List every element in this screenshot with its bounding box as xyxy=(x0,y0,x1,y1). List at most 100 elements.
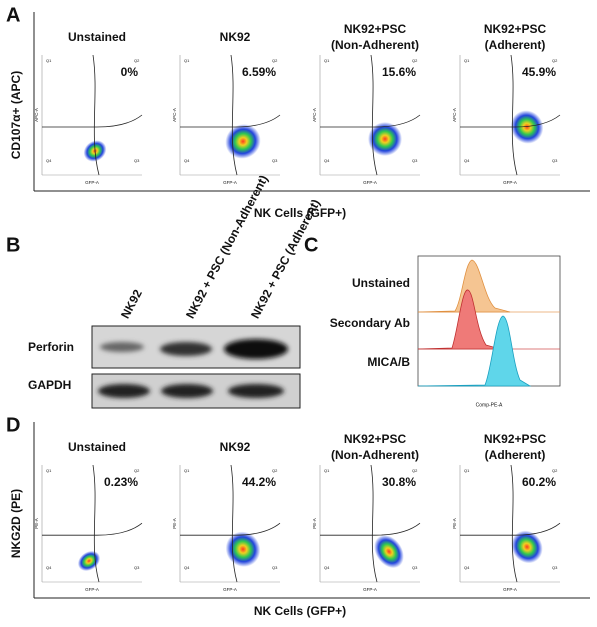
quadrant-label: Q1 xyxy=(464,58,470,63)
quadrant-label: Q4 xyxy=(184,158,190,163)
cell-density xyxy=(225,124,261,159)
gate xyxy=(230,464,238,583)
quadrant-label: Q2 xyxy=(272,468,278,473)
percent: 0% xyxy=(121,65,139,79)
histogram-label: Secondary Ab xyxy=(330,316,410,330)
plot-title: NK92+PSC xyxy=(344,432,407,446)
gate xyxy=(180,114,281,128)
lane-label: NK92 xyxy=(118,287,145,321)
cell-density xyxy=(511,530,543,564)
quadrant-label: Q4 xyxy=(464,565,470,570)
plot-x-axis: GFP-A xyxy=(503,180,517,185)
plot-y-axis: PE-A xyxy=(312,518,317,529)
percent: 30.8% xyxy=(382,475,416,489)
quadrant-label: Q3 xyxy=(272,158,278,163)
quadrant-label: Q1 xyxy=(46,58,52,63)
quadrant-label: Q2 xyxy=(134,58,140,63)
quadrant-label: Q4 xyxy=(324,158,330,163)
x-axis-label: NK Cells (GFP+) xyxy=(254,206,346,220)
histogram-box xyxy=(417,255,561,387)
gate xyxy=(510,54,518,176)
quadrant-label: Q2 xyxy=(552,468,558,473)
quadrant-label: Q3 xyxy=(134,158,140,163)
histogram xyxy=(417,259,511,313)
quadrant-label: Q2 xyxy=(134,468,140,473)
y-axis-label: CD107α+ (APC) xyxy=(9,71,23,159)
quadrant-label: Q4 xyxy=(184,565,190,570)
gate xyxy=(320,114,421,128)
plot-y-axis: PE-A xyxy=(34,518,39,529)
gate xyxy=(42,114,143,128)
y-axis-label: NKG2D (PE) xyxy=(9,489,23,558)
percent: 0.23% xyxy=(104,475,138,489)
gate xyxy=(510,464,518,583)
gate xyxy=(320,522,421,536)
histogram-label: Unstained xyxy=(352,276,410,290)
plot-y-axis: PE-A xyxy=(452,518,457,529)
gate xyxy=(460,114,561,128)
plot-title: Unstained xyxy=(68,30,126,44)
gate xyxy=(42,522,143,536)
panel-letter: A xyxy=(6,4,20,26)
percent: 6.59% xyxy=(242,65,276,79)
percent: 45.9% xyxy=(522,65,556,79)
plot-title: NK92+PSC xyxy=(484,22,547,36)
cell-density xyxy=(225,531,261,567)
histogram xyxy=(417,289,501,350)
cell-density xyxy=(374,535,404,569)
gate xyxy=(230,54,238,176)
quadrant-label: Q1 xyxy=(46,468,52,473)
quadrant-label: Q1 xyxy=(324,58,330,63)
plot-title: (Non-Adherent) xyxy=(331,38,419,52)
plot-y-axis: APC-A xyxy=(312,108,317,122)
plot-y-axis: APC-A xyxy=(172,108,177,122)
cell-density xyxy=(368,122,402,156)
quadrant-label: Q3 xyxy=(412,158,418,163)
quadrant-label: Q3 xyxy=(272,565,278,570)
cell-density xyxy=(77,550,101,572)
quadrant-label: Q2 xyxy=(272,58,278,63)
bands xyxy=(98,339,288,398)
quadrant-label: Q3 xyxy=(552,158,558,163)
percent: 60.2% xyxy=(522,475,556,489)
plot-x-axis: GFP-A xyxy=(223,587,237,592)
quadrant-label: Q1 xyxy=(324,468,330,473)
quadrant-label: Q4 xyxy=(46,158,52,163)
percent: 44.2% xyxy=(242,475,276,489)
gate xyxy=(92,54,100,176)
plot-title: (Adherent) xyxy=(485,38,546,52)
quadrant-label: Q1 xyxy=(184,468,190,473)
gate xyxy=(370,464,378,583)
panel-letter: C xyxy=(304,234,318,256)
quadrant-label: Q4 xyxy=(324,565,330,570)
histogram xyxy=(417,315,532,387)
plot-title: NK92+PSC xyxy=(484,432,547,446)
plot-x-axis: GFP-A xyxy=(223,180,237,185)
gate xyxy=(370,54,378,176)
histogram-label: MICA/B xyxy=(367,355,410,369)
quadrant-label: Q1 xyxy=(464,468,470,473)
quadrant-label: Q3 xyxy=(412,565,418,570)
plot-title: NK92 xyxy=(220,440,251,454)
quadrant-label: Q3 xyxy=(552,565,558,570)
plot-title: NK92 xyxy=(220,30,251,44)
histogram-x-axis: Comp-PE-A xyxy=(476,402,503,408)
percent: 15.6% xyxy=(382,65,416,79)
plot-title: NK92+PSC xyxy=(344,22,407,36)
quadrant-label: Q3 xyxy=(134,565,140,570)
row-label: Perforin xyxy=(28,340,74,354)
gate xyxy=(92,464,100,583)
quadrant-label: Q2 xyxy=(552,58,558,63)
gate xyxy=(180,522,281,536)
quadrant-label: Q2 xyxy=(412,58,418,63)
plot-title: Unstained xyxy=(68,440,126,454)
plot-title: (Non-Adherent) xyxy=(331,448,419,462)
plot-y-axis: APC-A xyxy=(452,108,457,122)
quadrant-label: Q4 xyxy=(464,158,470,163)
quadrant-label: Q1 xyxy=(184,58,190,63)
plot-x-axis: GFP-A xyxy=(363,180,377,185)
quadrant-label: Q2 xyxy=(412,468,418,473)
x-axis-label: NK Cells (GFP+) xyxy=(254,604,346,618)
plot-x-axis: GFP-A xyxy=(85,180,99,185)
panel-letter: D xyxy=(6,414,20,436)
